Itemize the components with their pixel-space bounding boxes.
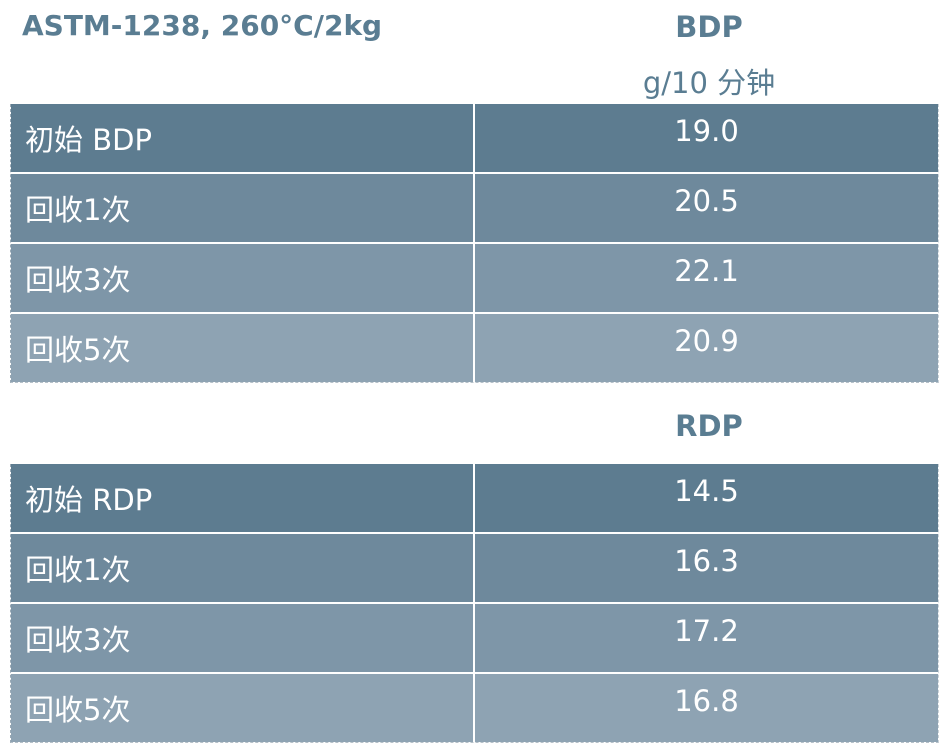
test-condition-label: ASTM-1238, 260°C/2kg <box>22 9 383 42</box>
table-row: 回收3次 17.2 <box>11 602 938 672</box>
cell-divider <box>473 534 475 602</box>
group-header-bdp: BDP <box>675 10 743 44</box>
cell-divider <box>473 314 475 382</box>
cell-divider <box>473 674 475 742</box>
row-label: 回收5次 <box>25 693 131 727</box>
row-label: 初始 BDP <box>25 123 152 157</box>
row-label: 回收1次 <box>25 553 131 587</box>
row-value: 14.5 <box>674 474 739 508</box>
table-row: 回收1次 16.3 <box>11 532 938 602</box>
row-value: 20.9 <box>674 324 739 358</box>
cell-divider <box>473 244 475 312</box>
table-row: 回收3次 22.1 <box>11 242 938 312</box>
cell-divider <box>473 464 475 532</box>
table-row: 回收5次 16.8 <box>11 672 938 742</box>
row-value: 17.2 <box>674 614 739 648</box>
row-value: 22.1 <box>674 254 739 288</box>
cell-divider <box>473 604 475 672</box>
row-label: 回收3次 <box>25 623 131 657</box>
cell-divider <box>473 104 475 172</box>
row-label: 回收5次 <box>25 333 131 367</box>
table-bdp: 初始 BDP 19.0 回收1次 20.5 回收3次 22.1 回收5次 20.… <box>10 104 939 383</box>
row-label: 初始 RDP <box>25 483 153 517</box>
cell-divider <box>473 174 475 242</box>
row-value: 19.0 <box>674 114 739 148</box>
group-header-rdp: RDP <box>675 409 743 443</box>
row-value: 16.8 <box>674 684 739 718</box>
row-label: 回收3次 <box>25 263 131 297</box>
row-value: 16.3 <box>674 544 739 578</box>
row-value: 20.5 <box>674 184 739 218</box>
unit-label: g/10 分钟 <box>642 66 776 100</box>
table-row: 回收1次 20.5 <box>11 172 938 242</box>
row-label: 回收1次 <box>25 193 131 227</box>
table-row: 初始 BDP 19.0 <box>11 104 938 172</box>
table-row: 初始 RDP 14.5 <box>11 464 938 532</box>
table-row: 回收5次 20.9 <box>11 312 938 382</box>
table-rdp: 初始 RDP 14.5 回收1次 16.3 回收3次 17.2 回收5次 16.… <box>10 464 939 743</box>
